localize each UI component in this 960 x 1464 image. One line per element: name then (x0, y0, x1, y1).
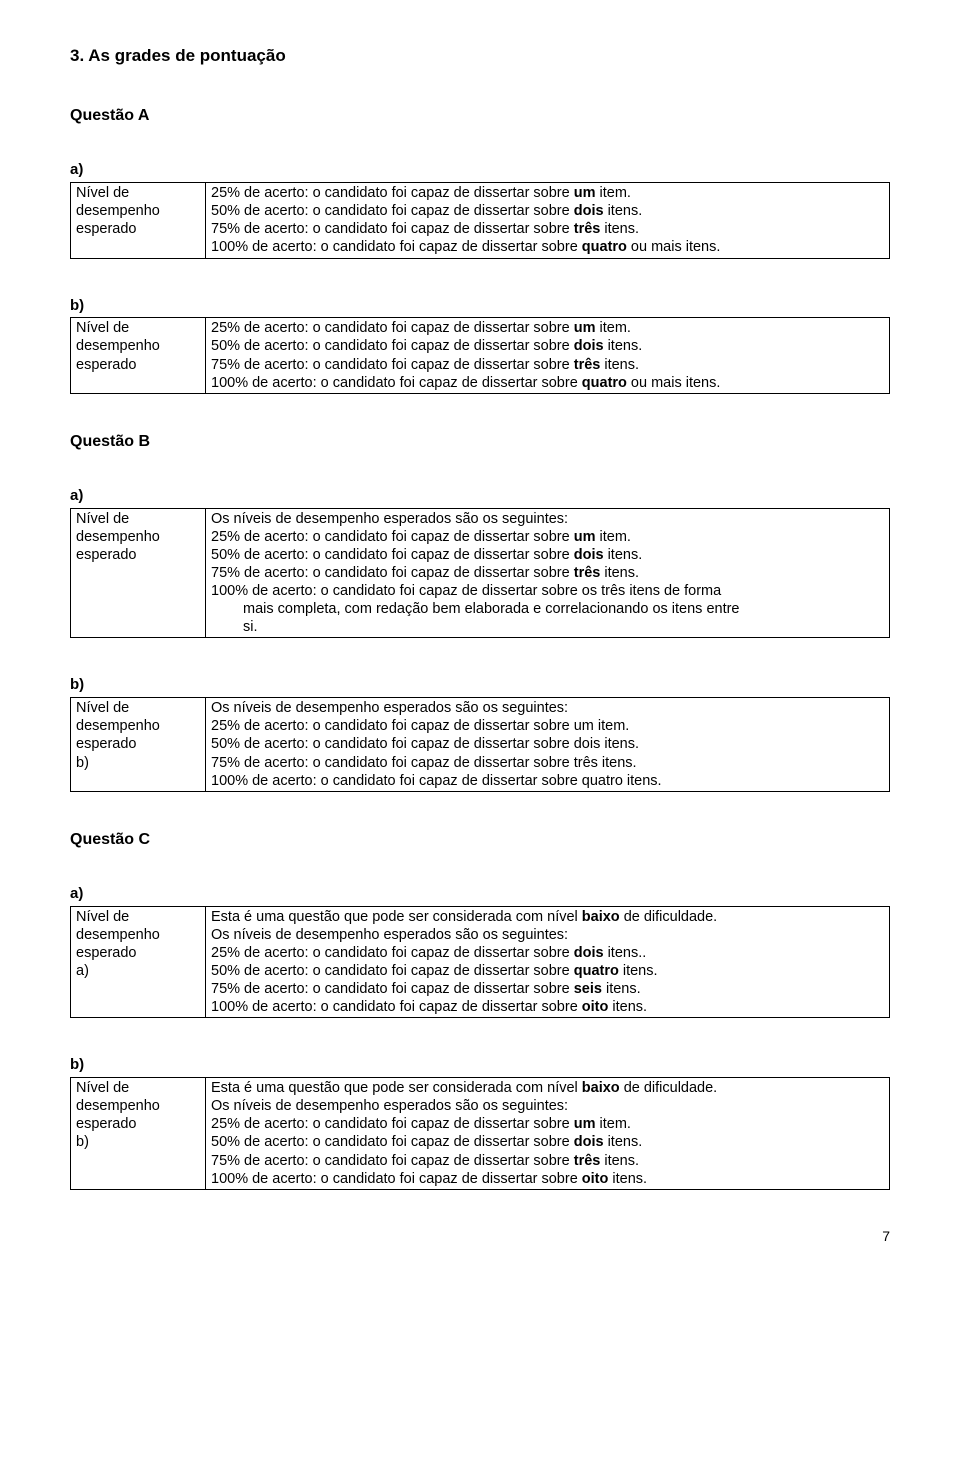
grade-line: 75% de acerto: o candidato foi capaz de … (211, 220, 884, 238)
grade-line: 50% de acerto: o candidato foi capaz de … (211, 546, 884, 564)
subpart-label: a) (70, 487, 890, 506)
grade-line: 25% de acerto: o candidato foi capaz de … (211, 717, 884, 735)
grade-line: 25% de acerto: o candidato foi capaz de … (211, 319, 884, 337)
grade-line: Esta é uma questão que pode ser consider… (211, 908, 884, 926)
grade-table: Nível dedesempenhoesperado Os níveis de d… (70, 508, 890, 639)
grade-line: 50% de acerto: o candidato foi capaz de … (211, 962, 884, 980)
question-heading: Questão C (70, 830, 890, 850)
grade-table: Nível dedesempenhoesperadob) Esta é uma q… (70, 1077, 890, 1190)
grade-table: Nível dedesempenhoesperado 25% de acerto:… (70, 317, 890, 394)
grade-line: 25% de acerto: o candidato foi capaz de … (211, 528, 884, 546)
grade-line: Os níveis de desempenho esperados são os… (211, 699, 884, 717)
rightcol-cell: 25% de acerto: o candidato foi capaz de … (206, 183, 890, 259)
leftcol-cell: Nível dedesempenhoesperadoa) (71, 906, 206, 1018)
grade-line: 100% de acerto: o candidato foi capaz de… (211, 1170, 884, 1188)
grade-table: Nível dedesempenhoesperadoa) Esta é uma q… (70, 906, 890, 1019)
grade-line: Os níveis de desempenho esperados são os… (211, 926, 884, 944)
grade-line: 25% de acerto: o candidato foi capaz de … (211, 944, 884, 962)
leftcol-cell: Nível dedesempenhoesperadob) (71, 1078, 206, 1190)
grade-line: 50% de acerto: o candidato foi capaz de … (211, 337, 884, 355)
subpart-label: b) (70, 297, 890, 316)
questions-container: Questão A a) Nível dedesempenhoesperado 25%… (70, 106, 890, 1190)
leftcol-cell: Nível dedesempenhoesperado (71, 508, 206, 638)
grade-line: 50% de acerto: o candidato foi capaz de … (211, 202, 884, 220)
subpart-label: a) (70, 161, 890, 180)
rightcol-cell: 25% de acerto: o candidato foi capaz de … (206, 318, 890, 394)
grade-line: 100% de acerto: o candidato foi capaz de… (211, 772, 884, 790)
grade-line: 75% de acerto: o candidato foi capaz de … (211, 1152, 884, 1170)
rightcol-cell: Esta é uma questão que pode ser consider… (206, 1078, 890, 1190)
grade-line: 75% de acerto: o candidato foi capaz de … (211, 980, 884, 998)
grade-table: Nível dedesempenhoesperadob) Os níveis de… (70, 697, 890, 792)
grade-line: Os níveis de desempenho esperados são os… (211, 510, 884, 528)
leftcol-cell: Nível dedesempenhoesperadob) (71, 698, 206, 792)
rightcol-cell: Os níveis de desempenho esperados são os… (206, 508, 890, 638)
leftcol-extra: b) (76, 754, 200, 772)
section-title: 3. As grades de pontuação (70, 45, 890, 66)
rightcol-cell: Esta é uma questão que pode ser consider… (206, 906, 890, 1018)
grade-line: 75% de acerto: o candidato foi capaz de … (211, 754, 884, 772)
grade-table: Nível dedesempenhoesperado 25% de acerto:… (70, 182, 890, 259)
grade-line: 100% de acerto: o candidato foi capaz de… (211, 582, 884, 600)
grade-line: 25% de acerto: o candidato foi capaz de … (211, 184, 884, 202)
grade-line: 25% de acerto: o candidato foi capaz de … (211, 1115, 884, 1133)
grade-line: Esta é uma questão que pode ser consider… (211, 1079, 884, 1097)
grade-line: 100% de acerto: o candidato foi capaz de… (211, 238, 884, 256)
grade-line: Os níveis de desempenho esperados são os… (211, 1097, 884, 1115)
grade-line: 50% de acerto: o candidato foi capaz de … (211, 735, 884, 753)
leftcol-cell: Nível dedesempenhoesperado (71, 183, 206, 259)
leftcol-extra: a) (76, 962, 200, 980)
subpart-label: b) (70, 676, 890, 695)
grade-line: 50% de acerto: o candidato foi capaz de … (211, 1133, 884, 1151)
grade-line: mais completa, com redação bem elaborada… (211, 600, 884, 618)
grade-line: 75% de acerto: o candidato foi capaz de … (211, 564, 884, 582)
leftcol-extra: b) (76, 1133, 200, 1151)
grade-line: 100% de acerto: o candidato foi capaz de… (211, 374, 884, 392)
grade-line: si. (211, 618, 884, 636)
leftcol-cell: Nível dedesempenhoesperado (71, 318, 206, 394)
grade-line: 100% de acerto: o candidato foi capaz de… (211, 998, 884, 1016)
page-number: 7 (70, 1228, 890, 1246)
subpart-label: a) (70, 885, 890, 904)
question-heading: Questão B (70, 432, 890, 452)
rightcol-cell: Os níveis de desempenho esperados são os… (206, 698, 890, 792)
subpart-label: b) (70, 1056, 890, 1075)
question-heading: Questão A (70, 106, 890, 126)
grade-line: 75% de acerto: o candidato foi capaz de … (211, 356, 884, 374)
